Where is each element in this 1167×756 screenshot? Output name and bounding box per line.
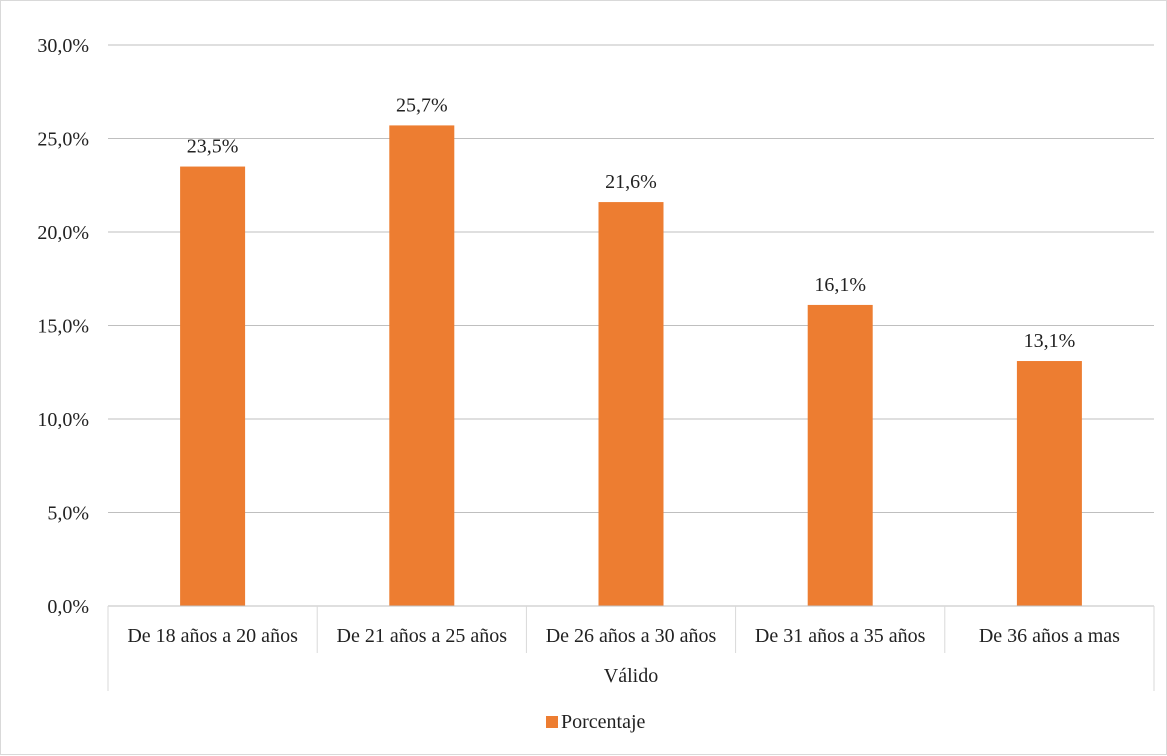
x-group-label: Válido — [604, 665, 658, 687]
bar — [1016, 361, 1082, 606]
legend-label: Porcentaje — [561, 711, 646, 733]
y-tick-label: 5,0% — [47, 503, 89, 525]
y-tick-label: 15,0% — [37, 316, 89, 338]
legend: Porcentaje — [546, 711, 646, 733]
bar — [598, 202, 664, 606]
x-category-label: De 36 años a mas — [979, 625, 1120, 647]
bar — [807, 304, 873, 606]
data-label: 16,1% — [814, 274, 866, 296]
y-tick-label: 30,0% — [37, 35, 89, 57]
data-label: 13,1% — [1024, 330, 1076, 352]
x-category-label: De 18 años a 20 años — [127, 625, 298, 647]
data-label: 23,5% — [187, 136, 239, 158]
bar — [180, 166, 246, 607]
x-category-label: De 26 años a 30 años — [546, 625, 717, 647]
x-category-label: De 31 años a 35 años — [755, 625, 926, 647]
data-label: 21,6% — [605, 171, 657, 193]
y-tick-label: 25,0% — [37, 129, 89, 151]
data-label: 25,7% — [396, 94, 448, 116]
y-tick-label: 20,0% — [37, 222, 89, 244]
bar — [389, 125, 455, 606]
x-category-label: De 21 años a 25 años — [337, 625, 508, 647]
y-tick-label: 0,0% — [47, 596, 89, 618]
legend-swatch — [546, 716, 558, 728]
y-tick-label: 10,0% — [37, 409, 89, 431]
